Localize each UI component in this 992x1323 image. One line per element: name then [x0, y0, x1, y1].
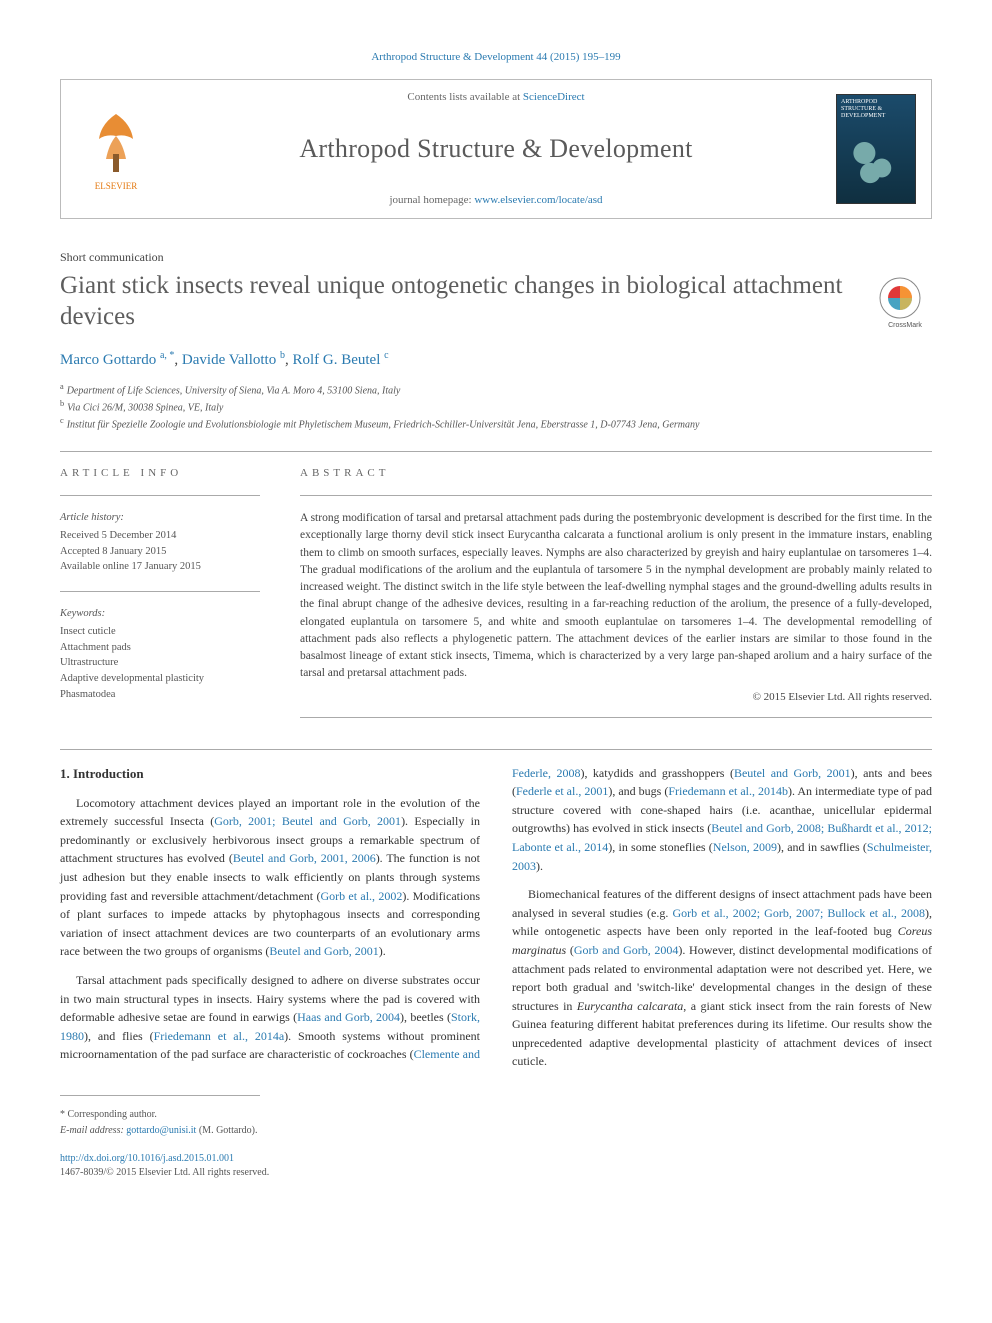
crossmark-icon[interactable]: CrossMark [878, 276, 932, 330]
citation-ref[interactable]: Beutel and Gorb, 2001 [269, 944, 378, 958]
citation-ref[interactable]: Beutel and Gorb, 2001 [734, 766, 851, 780]
doi-footer: http://dx.doi.org/10.1016/j.asd.2015.01.… [60, 1152, 932, 1180]
body-two-column: 1. Introduction Locomotory attachment de… [60, 764, 932, 1073]
journal-homepage-link[interactable]: www.elsevier.com/locate/asd [474, 194, 602, 206]
author-2[interactable]: Davide Vallotto [182, 352, 276, 368]
citation-ref[interactable]: Gorb and Gorb, 2004 [574, 943, 679, 957]
journal-cover-thumbnail: ARTHROPOD STRUCTURE & DEVELOPMENT [836, 94, 916, 204]
corresponding-email-link[interactable]: gottardo@unisi.it [126, 1125, 196, 1136]
article-history: Article history: Received 5 December 201… [60, 510, 260, 575]
info-divider-2 [60, 591, 260, 592]
citation-ref[interactable]: Gorb et al., 2002; Gorb, 2007; Bullock e… [672, 906, 925, 920]
abstract-text: A strong modification of tarsal and pret… [300, 510, 932, 705]
article-type: Short communication [60, 249, 932, 266]
author-1[interactable]: Marco Gottardo [60, 352, 156, 368]
elsevier-tree-logo: ELSEVIER [81, 104, 151, 194]
keywords-block: Keywords: Insect cuticle Attachment pads… [60, 606, 260, 703]
citation-ref[interactable]: Federle et al., 2001 [516, 784, 608, 798]
affiliations: aDepartment of Life Sciences, University… [60, 381, 932, 433]
journal-name: Arthropod Structure & Development [299, 131, 692, 167]
body-paragraph: Biomechanical features of the different … [512, 885, 932, 1071]
abstract-label: ABSTRACT [300, 466, 932, 481]
article-info-label: ARTICLE INFO [60, 466, 260, 481]
citation-header: Arthropod Structure & Development 44 (20… [60, 50, 932, 65]
corresponding-author-footer: * Corresponding author. E-mail address: … [60, 1095, 932, 1138]
citation-ref[interactable]: Friedemann et al., 2014b [668, 784, 788, 798]
journal-header-box: ELSEVIER Contents lists available at Sci… [60, 79, 932, 219]
citation-ref[interactable]: Friedemann et al., 2014a [154, 1029, 285, 1043]
section-divider [60, 451, 932, 452]
author-3[interactable]: Rolf G. Beutel [292, 352, 380, 368]
body-paragraph: Locomotory attachment devices played an … [60, 794, 480, 961]
body-top-divider [60, 749, 932, 750]
sciencedirect-link[interactable]: ScienceDirect [523, 91, 585, 103]
citation-ref[interactable]: Gorb, 2001; Beutel and Gorb, 2001 [214, 814, 401, 828]
footer-divider [60, 1095, 260, 1096]
citation-ref[interactable]: Gorb et al., 2002 [320, 889, 402, 903]
citation-ref[interactable]: Nelson, 2009 [713, 840, 777, 854]
journal-cover-cell: ARTHROPOD STRUCTURE & DEVELOPMENT [821, 80, 931, 218]
author-list: Marco Gottardo a, *, Davide Vallotto b, … [60, 349, 932, 371]
publisher-logo-cell: ELSEVIER [61, 80, 171, 218]
article-title: Giant stick insects reveal unique ontoge… [60, 270, 858, 333]
info-divider [60, 495, 260, 496]
citation-link[interactable]: Arthropod Structure & Development 44 (20… [371, 51, 620, 63]
citation-ref[interactable]: Beutel and Gorb, 2001, 2006 [233, 851, 376, 865]
abstract-bottom-divider [300, 717, 932, 718]
contents-list-line: Contents lists available at ScienceDirec… [407, 90, 584, 105]
journal-homepage-line: journal homepage: www.elsevier.com/locat… [389, 193, 602, 208]
doi-link[interactable]: http://dx.doi.org/10.1016/j.asd.2015.01.… [60, 1153, 234, 1164]
abstract-divider [300, 495, 932, 496]
svg-text:CrossMark: CrossMark [888, 322, 922, 329]
svg-text:ELSEVIER: ELSEVIER [95, 181, 138, 191]
abstract-copyright: © 2015 Elsevier Ltd. All rights reserved… [300, 689, 932, 706]
citation-ref[interactable]: Haas and Gorb, 2004 [297, 1010, 400, 1024]
section-heading-introduction: 1. Introduction [60, 764, 480, 784]
